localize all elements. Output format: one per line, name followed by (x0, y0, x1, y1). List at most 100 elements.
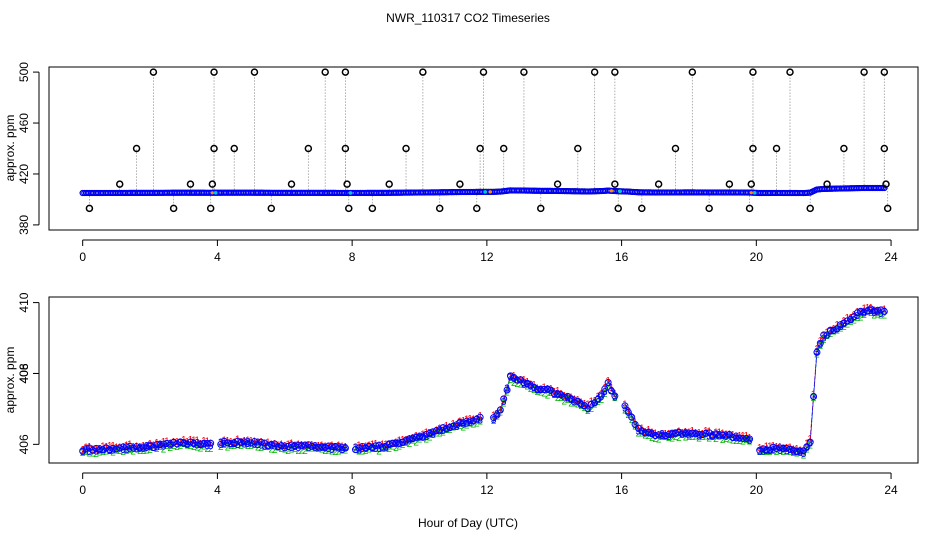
spike-point (267, 204, 276, 213)
series-2-mark: 2 (868, 308, 874, 319)
series-2-mark: 2 (430, 430, 436, 441)
spike-point (132, 144, 141, 153)
avg-mark (698, 431, 706, 439)
series-2-mark: 2 (686, 432, 692, 443)
series-3-mark: 3 (855, 311, 861, 322)
avg-mark (439, 424, 447, 432)
series-2-mark: 2 (258, 443, 264, 454)
series-1-mark: 1 (164, 437, 170, 448)
avg-mark (274, 443, 282, 451)
series-3-mark: 3 (568, 394, 574, 405)
series-1-mark: 1 (791, 444, 797, 455)
series-1-mark: 1 (194, 436, 200, 447)
series-1-mark: 1 (90, 445, 96, 456)
series-2-mark: 2 (811, 393, 817, 404)
avg-mark (405, 435, 413, 443)
avg-mark (874, 306, 882, 314)
orange-point (210, 191, 214, 195)
series-3-mark: 3 (329, 445, 335, 456)
series-1-mark: 1 (208, 439, 214, 450)
series-2-mark: 2 (120, 447, 126, 458)
avg-mark (570, 398, 578, 406)
series-2-mark: 2 (450, 422, 456, 433)
spike-point (772, 144, 781, 153)
avg-mark (682, 430, 690, 438)
series-1-mark: 1 (632, 418, 638, 429)
spike-point (860, 68, 868, 76)
avg-mark (153, 441, 161, 449)
top-spike-lines (89, 72, 889, 209)
series-1-mark: 1 (811, 390, 817, 401)
avg-mark (584, 404, 592, 412)
series-3-mark: 3 (306, 443, 312, 454)
series-2-mark: 2 (605, 382, 611, 393)
series-1-mark: 1 (521, 375, 527, 386)
series-2-mark: 2 (363, 446, 369, 457)
series-2-mark: 2 (353, 445, 359, 456)
avg-mark (372, 442, 380, 450)
series-3-mark: 3 (471, 416, 477, 427)
series-1-mark: 1 (801, 446, 807, 457)
series-2-mark: 2 (589, 404, 595, 415)
series-2-mark: 2 (188, 441, 194, 452)
series-1-mark: 1 (690, 426, 696, 437)
series-2-mark: 2 (282, 444, 288, 455)
avg-mark (520, 379, 528, 387)
spike-point (304, 144, 313, 153)
series-2-mark: 2 (306, 444, 312, 455)
avg-mark (200, 439, 208, 447)
series-3-mark: 3 (386, 440, 392, 451)
avg-mark (853, 309, 861, 317)
spike-point (345, 204, 353, 213)
spike-point (725, 180, 734, 188)
avg-mark (685, 429, 693, 437)
series-1-mark: 1 (787, 442, 793, 453)
series-3-mark: 3 (498, 405, 504, 416)
avg-mark (773, 444, 781, 452)
series-2-mark: 2 (208, 444, 214, 455)
series-2-mark: 2 (807, 440, 813, 451)
spike-point (880, 68, 889, 76)
series-3-mark: 3 (107, 446, 113, 457)
avg-mark (412, 433, 420, 441)
avg-mark (513, 376, 521, 384)
series-1-mark: 1 (147, 439, 153, 450)
series-3-mark: 3 (400, 438, 406, 449)
series-2-mark: 2 (390, 441, 396, 452)
top-y-tick-label: 380 (17, 215, 31, 235)
avg-mark (719, 431, 727, 439)
series-1-mark: 1 (605, 376, 611, 387)
series-3-mark: 3 (632, 420, 638, 431)
series-1-mark: 1 (103, 442, 109, 453)
spike-point (456, 180, 464, 188)
series-1-mark: 1 (144, 441, 150, 452)
series-2-mark: 2 (471, 419, 477, 430)
series-2-mark: 2 (545, 390, 551, 401)
series-2-mark: 2 (828, 329, 834, 340)
avg-mark (783, 444, 791, 452)
series-3-mark: 3 (114, 444, 120, 455)
avg-mark (537, 386, 545, 394)
series-2-mark: 2 (602, 389, 608, 400)
bottom-x-tick-label: 12 (480, 483, 494, 497)
series-2-mark: 2 (669, 433, 675, 444)
series-2-mark: 2 (652, 434, 658, 445)
spike-point (250, 68, 259, 76)
series-3-mark: 3 (723, 431, 729, 442)
series-2-mark: 2 (413, 437, 419, 448)
series-3-mark: 3 (370, 443, 376, 454)
avg-mark (587, 400, 595, 408)
avg-mark (692, 430, 700, 438)
series-3-mark: 3 (878, 309, 884, 320)
series-1-mark: 1 (87, 442, 93, 453)
series-2-mark: 2 (380, 444, 386, 455)
top-x-tick-label: 24 (884, 250, 898, 264)
series-1-mark: 1 (235, 435, 241, 446)
bottom-y-tick-label: 410 (17, 292, 31, 312)
top-x-tick-label: 8 (349, 250, 356, 264)
series-2-mark: 2 (275, 443, 281, 454)
series-1-mark: 1 (504, 383, 510, 394)
series-1-mark: 1 (427, 429, 433, 440)
avg-mark (695, 430, 703, 438)
avg-mark (746, 435, 754, 443)
